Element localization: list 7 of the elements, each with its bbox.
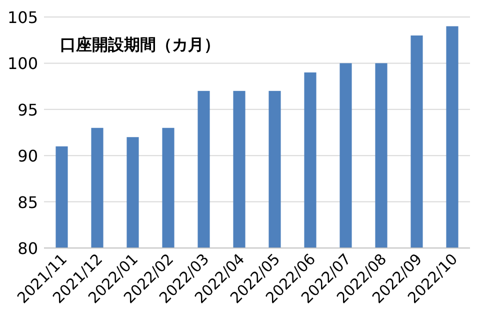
y-tick-label: 95: [18, 100, 38, 120]
text: 口座開設期間（カ月）: [60, 35, 220, 54]
y-tick-label: 100: [7, 54, 38, 74]
y-tick-label: 80: [18, 239, 38, 258]
y-tick-label: 90: [18, 146, 38, 166]
y-tick-label: 105: [7, 8, 38, 27]
y-tick-label: 85: [18, 192, 38, 212]
